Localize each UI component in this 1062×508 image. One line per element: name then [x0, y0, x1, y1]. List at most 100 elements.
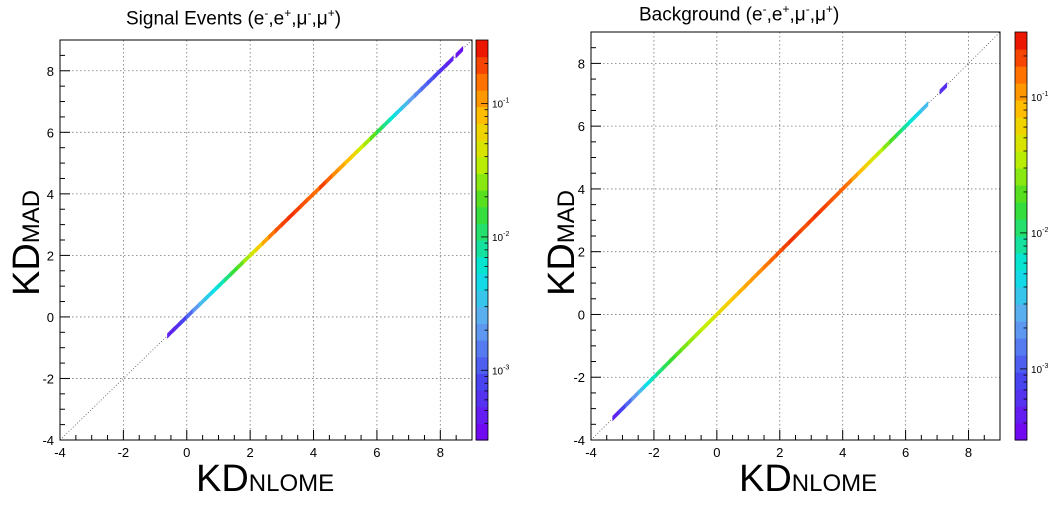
heatmap-cell [326, 173, 333, 184]
colorbar-segment [476, 423, 488, 440]
heatmap-cell [250, 247, 257, 258]
heatmap-cell [695, 328, 702, 339]
heatmap-cell [370, 130, 377, 141]
heatmap-cell [625, 397, 632, 408]
heatmap-cell [256, 240, 263, 251]
colorbar-tick-exponent: -3 [1042, 363, 1048, 370]
colorbar-segment [476, 290, 488, 307]
colorbar-segment [476, 140, 488, 157]
colorbar-tick-exponent: -2 [503, 231, 509, 238]
heatmap-cell [770, 252, 777, 263]
colorbar-segment [476, 90, 488, 107]
y-tick-label: -4 [42, 433, 54, 448]
colorbar-tick-label: 10-2 [1031, 227, 1048, 240]
heatmap-cell [657, 365, 664, 376]
x-axis-label: KDNLOME [739, 458, 877, 501]
colorbar-segment [476, 407, 488, 424]
colorbar-tick-exponent: -1 [1042, 91, 1048, 98]
heatmap-cell [186, 308, 193, 319]
heatmap-cell [808, 215, 815, 226]
heatmap-cell [446, 56, 453, 67]
heatmap-cell [313, 185, 320, 196]
heatmap-cell [456, 47, 463, 58]
heatmap-cell [288, 210, 295, 221]
x-tick-label: 0 [713, 445, 720, 460]
heatmap-cell [231, 265, 238, 276]
colorbar-segment [476, 257, 488, 274]
heatmap-cell [275, 222, 282, 233]
colorbar-segment [476, 323, 488, 340]
heatmap-cell [883, 139, 890, 150]
colorbar-segment [1015, 355, 1027, 373]
heatmap-cell [852, 171, 859, 182]
x-tick-label: -4 [54, 445, 66, 460]
colorbar-segment [1015, 151, 1027, 169]
heatmap-cell [408, 93, 415, 104]
y-tick-label: -4 [573, 433, 585, 448]
signal-panel: Signal Events (e-,e+,μ-,μ+) -4 -2 0 2 4 6 8 -4-… [0, 0, 531, 508]
y-tick-label: 0 [578, 307, 585, 322]
colorbar-segment [476, 57, 488, 74]
heatmap-cell [820, 202, 827, 213]
heatmap-cell [339, 160, 346, 171]
colorbar-segment [1015, 321, 1027, 339]
heatmap-cell [676, 346, 683, 357]
colorbar-tick-label: 10-2 [492, 231, 509, 244]
heatmap-cell [776, 246, 783, 257]
heatmap-cell [243, 253, 250, 264]
colorbar-segment [476, 357, 488, 374]
heatmap-cell [205, 290, 212, 301]
heatmap-cell [320, 179, 327, 190]
heatmap-cell [707, 315, 714, 326]
colorbar-segment [1015, 134, 1027, 152]
heatmap-cell [940, 83, 947, 94]
heatmap-cell [396, 105, 403, 116]
colorbar-segment [476, 223, 488, 240]
heatmap-cell [669, 353, 676, 364]
heatmap-cell [871, 152, 878, 163]
colorbar-segment [476, 207, 488, 224]
x-axis-label: KDNLOME [196, 458, 334, 501]
heatmap-cell [864, 158, 871, 169]
heatmap-plot: -4 -2 0 2 4 6 8 -4 -2 0 2 4 6 8 10-3 10-2 10-1 [531, 0, 1062, 508]
colorbar-segment [1015, 253, 1027, 271]
heatmap-cell [383, 117, 390, 128]
colorbar-segment [1015, 202, 1027, 220]
heatmap-plot: -4 -2 0 2 4 6 8 -4 -2 0 2 4 6 8 10-3 10-2 10-1 [0, 0, 531, 508]
x-tick-label: -4 [585, 445, 597, 460]
colorbar-segment [476, 340, 488, 357]
colorbar-tick-label: 10-3 [1031, 363, 1048, 376]
heatmap-cell [307, 191, 314, 202]
heatmap-cell [180, 314, 187, 325]
colorbar-segment [1015, 219, 1027, 237]
heatmap-cell [801, 221, 808, 232]
heatmap-cell [212, 284, 219, 295]
colorbar-tick-exponent: -1 [503, 98, 509, 105]
colorbar-segment [476, 390, 488, 407]
heatmap-cell [877, 146, 884, 157]
y-tick-label: 8 [578, 56, 585, 71]
colorbar-segment [476, 73, 488, 90]
y-tick-label: 6 [47, 125, 54, 140]
heatmap-cell [332, 167, 339, 178]
heatmap-cell [377, 124, 384, 135]
heatmap-cell [294, 204, 301, 215]
heatmap-cell [389, 111, 396, 122]
heatmap-cell [827, 196, 834, 207]
heatmap-cell [720, 303, 727, 314]
y-tick-label: -2 [573, 370, 585, 385]
colorbar-segment [1015, 83, 1027, 101]
x-tick-label: 8 [437, 445, 444, 460]
colorbar-segment [1015, 236, 1027, 254]
heatmap-cell [732, 290, 739, 301]
heatmap-cell [218, 277, 225, 288]
x-tick-label: -2 [118, 445, 130, 460]
heatmap-cell [224, 271, 231, 282]
background-panel: Background (e-,e+,μ-,μ+) -4 -2 0 2 4 6 8 -4 -2 0 2… [531, 0, 1062, 508]
colorbar-segment [1015, 117, 1027, 135]
heatmap-cell [726, 296, 733, 307]
heatmap-cell [745, 277, 752, 288]
heatmap-cell [301, 197, 308, 208]
heatmap-cell [358, 142, 365, 153]
heatmap-cell [663, 359, 670, 370]
